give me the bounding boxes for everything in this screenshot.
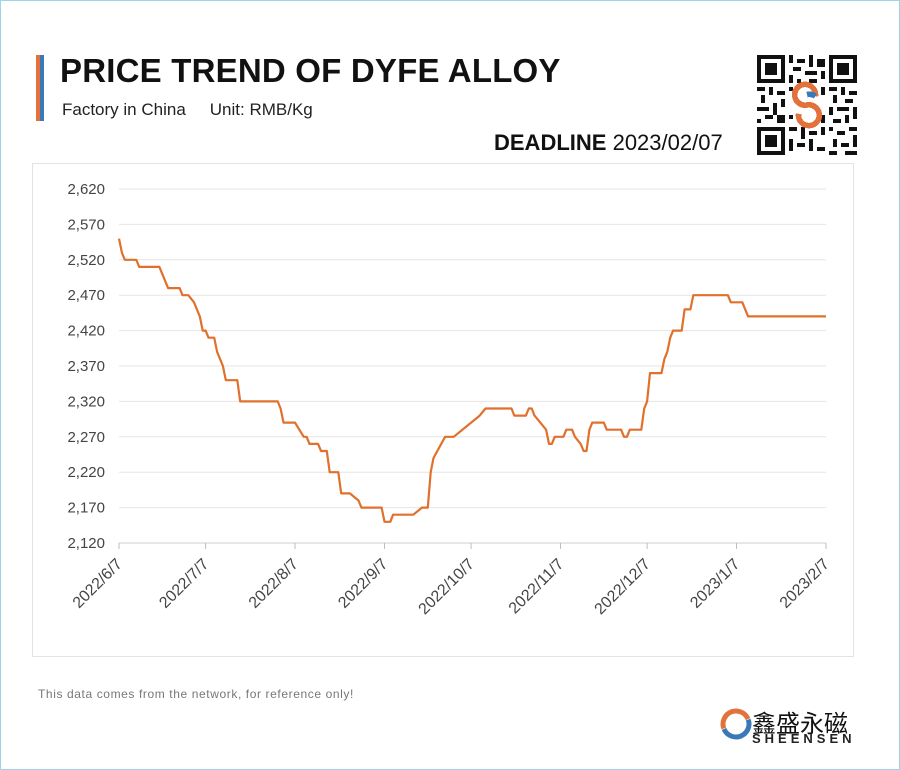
price-series-line [117, 238, 826, 523]
deadline-date: 2023/02/07 [612, 130, 723, 155]
y-tick-label: 2,120 [67, 535, 105, 552]
x-tick-label: 2022/8/7 [246, 556, 302, 612]
y-tick-label: 2,170 [67, 500, 105, 517]
price-line-chart: 2,120 2,170 2,220 2,270 2,320 2,370 2,420 2,470… [67, 181, 833, 618]
deadline-label: DEADLINE [494, 130, 607, 155]
brand-subtitle: SHEENSEN [752, 731, 856, 746]
x-tick-label: 2022/12/7 [592, 556, 654, 618]
x-tick-label: 2022/6/7 [70, 556, 126, 612]
brand-name: 鑫盛永磁 [752, 710, 848, 738]
subtitle: Factory in China Unit: RMB/Kg [62, 100, 313, 120]
x-tick-label: 2022/7/7 [156, 556, 212, 612]
x-tick-label: 2022/10/7 [416, 556, 478, 618]
y-tick-label: 2,420 [67, 323, 105, 340]
deadline: DEADLINE 2023/02/07 [494, 130, 723, 156]
y-tick-label: 2,520 [67, 252, 105, 269]
x-tick-label: 2023/1/7 [687, 556, 743, 612]
chart-panel: 2,120 2,170 2,220 2,270 2,320 2,370 2,420 2,470… [32, 163, 854, 657]
y-tick-label: 2,220 [67, 464, 105, 481]
x-tick-label: 2023/2/7 [777, 556, 833, 612]
disclaimer-text: This data comes from the network, for re… [38, 687, 354, 701]
y-tick-label: 2,470 [67, 287, 105, 304]
subtitle-unit: Unit: RMB/Kg [209, 100, 313, 119]
x-tick-label: 2022/9/7 [335, 556, 391, 612]
subtitle-factory: Factory in China [62, 100, 186, 119]
page-title: PRICE TREND OF DYFE ALLOY [60, 52, 561, 89]
qr-code-icon[interactable] [757, 55, 857, 155]
x-tick-label: 2022/11/7 [506, 556, 568, 618]
y-tick-label: 2,620 [67, 181, 105, 198]
y-tick-label: 2,270 [67, 429, 105, 446]
y-tick-label: 2,370 [67, 358, 105, 375]
sheensen-logo-icon [720, 708, 752, 740]
y-tick-label: 2,320 [67, 393, 105, 410]
y-tick-label: 2,570 [67, 216, 105, 233]
title-accent-bar [36, 55, 44, 121]
